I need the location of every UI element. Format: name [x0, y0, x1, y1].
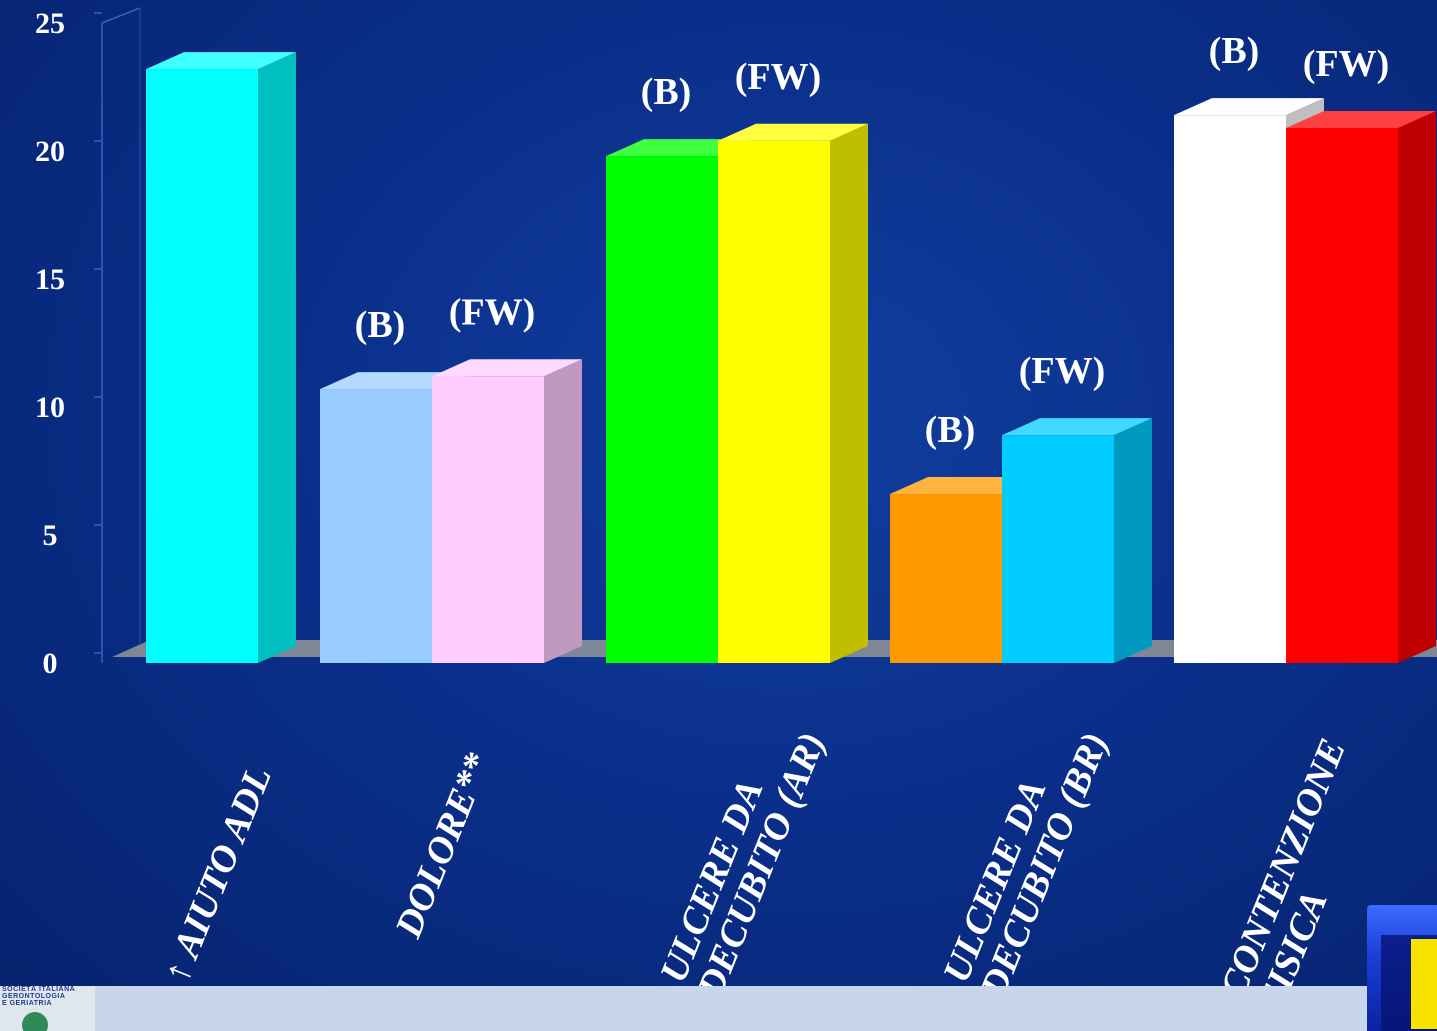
bar-side: [1398, 110, 1436, 663]
category-label-line: ↑ AIUTO ADL: [155, 761, 280, 989]
bar-top: [146, 52, 296, 70]
bar-top: [718, 123, 868, 141]
bar-front: [320, 389, 432, 663]
bar-label: (B): [1209, 30, 1260, 72]
bar-front: [1002, 435, 1114, 663]
bar-label: (FW): [1019, 350, 1106, 392]
bars: [146, 52, 1436, 663]
bar-label: (B): [925, 409, 976, 451]
category-label: ↑ AIUTO ADL: [155, 761, 280, 989]
logo-line-2: GERONTOLOGIA: [2, 993, 66, 1000]
y-tick-label: 15: [35, 263, 65, 296]
bar-front: [890, 494, 1002, 663]
y-tick-label: 0: [43, 647, 58, 680]
bar-side: [830, 123, 868, 663]
corner-badge: [1367, 905, 1437, 1031]
corner-badge-glyph-icon: [1411, 939, 1437, 1029]
bar-side: [1114, 418, 1152, 663]
bar: [146, 52, 296, 663]
bar-front: [718, 140, 830, 663]
bar-label: (B): [641, 71, 692, 113]
bar-top: [1174, 98, 1324, 116]
bar: [1002, 418, 1152, 663]
y-tick-label: 20: [35, 135, 65, 168]
bar: [1286, 110, 1436, 663]
bar-label: (FW): [449, 291, 536, 333]
bar-side: [258, 52, 296, 663]
category-label: DOLORE**: [387, 747, 499, 945]
logo-line-3: E GERIATRIA: [2, 1000, 53, 1007]
logo-emblem-icon: [22, 1012, 48, 1031]
bar-labels: (B) (FW) (B) (FW) (B) (FW) (B) (FW): [355, 30, 1390, 451]
bar-label: (FW): [1303, 43, 1390, 85]
logo-line-1: SOCIETÀ ITALIANA: [2, 986, 76, 993]
bar-front: [1174, 115, 1286, 663]
society-logo: SOCIETÀ ITALIANA GERONTOLOGIA E GERIATRI…: [0, 986, 95, 1031]
bar-front: [432, 376, 544, 663]
y-axis: 0 5 10 15 20 25: [35, 7, 141, 680]
bar-top: [1286, 110, 1436, 128]
y-axis-depth-line: [101, 7, 141, 24]
bar-top: [432, 359, 582, 377]
y-tick-label: 25: [35, 7, 65, 40]
bar-top: [1002, 418, 1152, 436]
bar-front: [1286, 127, 1398, 663]
y-tick-label: 10: [35, 391, 65, 424]
category-label-line: DOLORE**: [387, 747, 499, 945]
bar-label: (FW): [735, 56, 822, 98]
bar: [432, 359, 582, 663]
bar-front: [146, 69, 258, 663]
bar: [718, 123, 868, 663]
y-tick-label: 5: [43, 519, 58, 552]
bar-side: [544, 359, 582, 663]
bar-front: [606, 156, 718, 663]
footer-band: [95, 986, 1367, 1031]
bar-label: (B): [355, 304, 406, 346]
